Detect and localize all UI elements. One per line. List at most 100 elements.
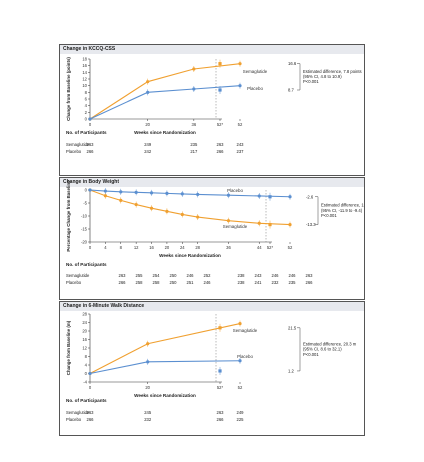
y-tick-label: 4 xyxy=(85,103,88,108)
difference-bracket xyxy=(297,63,301,91)
participants-row-label: Semaglutide xyxy=(66,273,90,278)
x-tick-label: 20 xyxy=(165,245,170,250)
data-point xyxy=(192,87,196,91)
data-point xyxy=(238,321,242,326)
participants-value: 232 xyxy=(144,417,152,422)
difference-annotation: Estimated difference, 10.7 percentage po… xyxy=(321,203,364,208)
data-point xyxy=(165,209,169,213)
y-tick-label: 14 xyxy=(82,70,87,75)
difference-annotation: (95% CI, 4.8 to 10.9) xyxy=(303,74,342,79)
y-tick-label: -20 xyxy=(81,240,88,245)
y-tick-label: 6 xyxy=(85,97,88,102)
data-point xyxy=(88,188,92,192)
participants-value: 217 xyxy=(190,149,198,154)
participants-value: 263 xyxy=(217,142,225,147)
y-tick-label: 24 xyxy=(82,320,87,325)
y-axis-label: Percentage Change from Baseline xyxy=(66,180,71,252)
y-axis-label: Change from Baseline (m) xyxy=(66,320,71,375)
y-tick-label: 16 xyxy=(82,337,87,342)
participants-value: 242 xyxy=(144,149,152,154)
participants-value: 263 xyxy=(217,410,225,415)
x-tick-label: 28 xyxy=(195,245,200,250)
participants-value: 238 xyxy=(238,273,246,278)
participants-value: 245 xyxy=(144,410,152,415)
data-point xyxy=(196,192,200,197)
x-tick-label: 8 xyxy=(120,245,123,250)
final-value-label: -13.3 xyxy=(306,222,316,227)
y-tick-label: -4 xyxy=(83,380,87,385)
y-tick-label: -15 xyxy=(81,227,88,232)
participants-value: 225 xyxy=(237,417,245,422)
data-point xyxy=(226,193,231,197)
participants-value: 263 xyxy=(87,142,95,147)
y-tick-label: 12 xyxy=(82,77,87,82)
participants-value: 246 xyxy=(272,273,280,278)
participants-value: 263 xyxy=(119,273,127,278)
x-tick-label: 52 xyxy=(238,385,243,390)
series-line xyxy=(89,63,241,120)
y-tick-label: -5 xyxy=(83,201,87,206)
x-tick-label: 20 xyxy=(145,122,150,127)
participants-value: 235 xyxy=(190,142,198,147)
x-tick-label: 52* xyxy=(217,385,224,390)
participants-row-label: Placebo xyxy=(66,280,82,285)
data-point xyxy=(149,206,154,210)
y-tick-label: 4 xyxy=(85,363,88,368)
participants-title: No. of Participants xyxy=(66,130,107,135)
participants-value: 266 xyxy=(306,280,314,285)
panel-title: Change in 6-Minute Walk Distance xyxy=(60,302,364,311)
series-line xyxy=(89,323,241,374)
data-point xyxy=(165,191,169,195)
participants-value: 243 xyxy=(237,142,245,147)
x-tick-label: 20 xyxy=(145,385,150,390)
y-tick-label: 0 xyxy=(85,117,88,122)
data-point xyxy=(134,190,138,194)
walk-distance-panel: Change in 6-Minute Walk Distance -4 0 4 8 12… xyxy=(59,301,365,436)
x-tick-label: 24 xyxy=(180,245,185,250)
y-tick-label: 0 xyxy=(85,188,88,193)
body-weight-panel: Change in Body Weight 0 -5 -10 -15 -20 0 4 8 12 1… xyxy=(59,177,365,300)
participants-value: 251 xyxy=(187,280,195,285)
data-point xyxy=(134,202,138,207)
x-axis-label: Weeks since Randomization xyxy=(159,253,221,258)
participants-value: 266 xyxy=(217,417,225,422)
data-point xyxy=(257,221,261,225)
data-point xyxy=(238,62,242,66)
participants-value: 263 xyxy=(87,410,95,415)
data-point xyxy=(238,359,242,363)
data-point xyxy=(218,88,222,92)
participants-value: 246 xyxy=(289,273,297,278)
x-tick-label: 52* xyxy=(217,122,224,127)
participants-value: 254 xyxy=(153,273,161,278)
x-tick-label: 52* xyxy=(267,245,274,250)
participants-value: 266 xyxy=(87,417,95,422)
series-label: Placebo xyxy=(227,188,243,193)
data-point xyxy=(268,222,272,227)
x-axis-label: Weeks since Randomization xyxy=(134,130,196,135)
participants-title: No. of Participants xyxy=(66,398,107,403)
body-weight-chart: 0-5-10-15-200 4 8 12 16 20 24 28 36 44 5252*Weeks … xyxy=(66,180,364,285)
panel-title: Change in Body Weight xyxy=(60,178,364,187)
data-point xyxy=(146,342,150,346)
x-tick-label: 36 xyxy=(192,122,197,127)
data-point xyxy=(88,371,92,376)
participants-value: 258 xyxy=(153,280,161,285)
y-tick-label: 18 xyxy=(82,57,87,62)
final-value-label: 16.6 xyxy=(288,61,297,66)
y-tick-label: 12 xyxy=(82,346,87,351)
series-label: Semaglutide xyxy=(233,328,258,333)
x-tick-label: 36 xyxy=(226,245,231,250)
participants-value: 246 xyxy=(187,273,195,278)
x-tick-label: 0 xyxy=(89,245,92,250)
participants-value: 258 xyxy=(136,280,144,285)
final-value-label: -2.6 xyxy=(306,194,314,199)
x-tick-label: 16 xyxy=(149,245,154,250)
difference-annotation: (95% CI, 8.6 to 32.1) xyxy=(303,347,342,352)
participants-value: 263 xyxy=(306,273,314,278)
final-value-label: 8.7 xyxy=(288,88,294,93)
y-tick-label: 8 xyxy=(85,354,88,359)
data-point xyxy=(146,360,150,364)
final-value-label: 1.2 xyxy=(288,368,294,373)
participants-value: 250 xyxy=(170,273,178,278)
